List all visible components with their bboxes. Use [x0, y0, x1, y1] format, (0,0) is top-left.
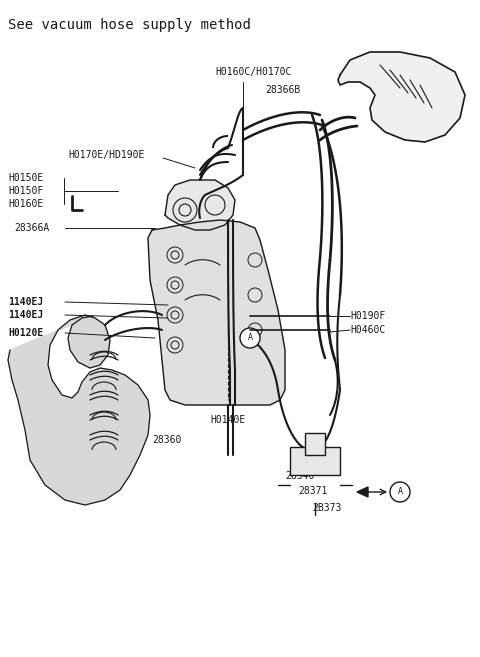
Polygon shape — [165, 180, 235, 230]
Text: 28366B: 28366B — [265, 85, 300, 95]
Circle shape — [240, 328, 260, 348]
Bar — [305, 433, 325, 455]
Text: 28340: 28340 — [285, 471, 314, 481]
Text: H0190F: H0190F — [350, 311, 385, 321]
Text: H0120E: H0120E — [8, 328, 43, 338]
Circle shape — [320, 463, 330, 473]
Circle shape — [390, 482, 410, 502]
Polygon shape — [8, 315, 150, 505]
Text: 28371: 28371 — [298, 486, 327, 496]
Text: H0140E: H0140E — [210, 415, 245, 425]
Text: H0170E/HD190E: H0170E/HD190E — [68, 150, 144, 160]
Text: H0160C/H0170C: H0160C/H0170C — [215, 67, 291, 77]
Text: 1140EJ: 1140EJ — [8, 297, 43, 307]
Text: See vacuum hose supply method: See vacuum hose supply method — [8, 18, 251, 32]
Text: 28366A: 28366A — [14, 223, 49, 233]
Circle shape — [305, 463, 315, 473]
Text: 2B373: 2B373 — [312, 503, 341, 513]
Text: 1140EJ: 1140EJ — [8, 310, 43, 320]
Text: H0150E: H0150E — [8, 173, 43, 183]
Text: A: A — [397, 487, 403, 497]
Text: H0150F: H0150F — [8, 186, 43, 196]
Text: A: A — [248, 334, 252, 342]
Bar — [290, 447, 340, 475]
Text: H0460C: H0460C — [350, 325, 385, 335]
Polygon shape — [357, 487, 368, 497]
Text: 28360: 28360 — [152, 435, 181, 445]
Polygon shape — [338, 52, 465, 142]
Text: H0160E: H0160E — [8, 199, 43, 209]
Polygon shape — [148, 220, 285, 405]
